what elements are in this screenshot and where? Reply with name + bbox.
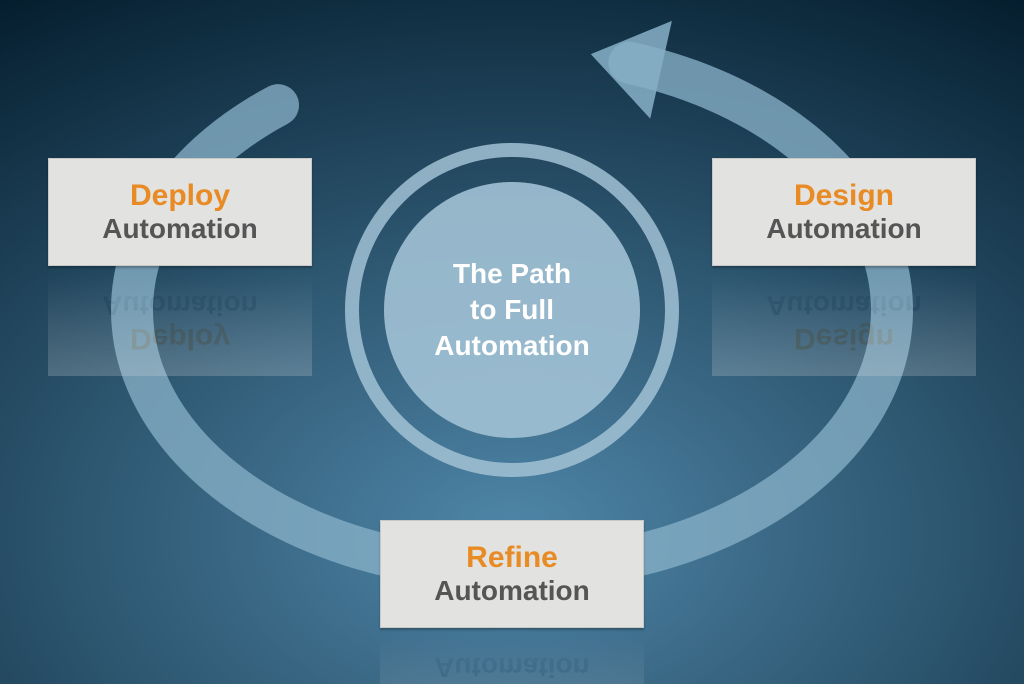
- box-subtitle: Automation: [434, 575, 590, 607]
- box-refine: RefineAutomation: [380, 520, 644, 628]
- box-subtitle: Automation: [102, 289, 258, 321]
- box-subtitle: Automation: [766, 213, 922, 245]
- boxes-layer: DeployAutomationDeployAutomationDesignAu…: [0, 0, 1024, 684]
- box-design-reflection: DesignAutomation: [712, 268, 976, 376]
- box-title: Deploy: [130, 179, 230, 213]
- box-subtitle: Automation: [766, 289, 922, 321]
- box-refine-reflection: RefineAutomation: [380, 630, 644, 684]
- diagram-stage: The Path to Full Automation DeployAutoma…: [0, 0, 1024, 684]
- box-title: Design: [794, 321, 894, 355]
- box-title: Refine: [466, 541, 558, 575]
- box-title: Deploy: [130, 321, 230, 355]
- box-title: Design: [794, 179, 894, 213]
- box-design: DesignAutomation: [712, 158, 976, 266]
- box-deploy-reflection: DeployAutomation: [48, 268, 312, 376]
- box-deploy: DeployAutomation: [48, 158, 312, 266]
- box-subtitle: Automation: [102, 213, 258, 245]
- box-subtitle: Automation: [434, 651, 590, 683]
